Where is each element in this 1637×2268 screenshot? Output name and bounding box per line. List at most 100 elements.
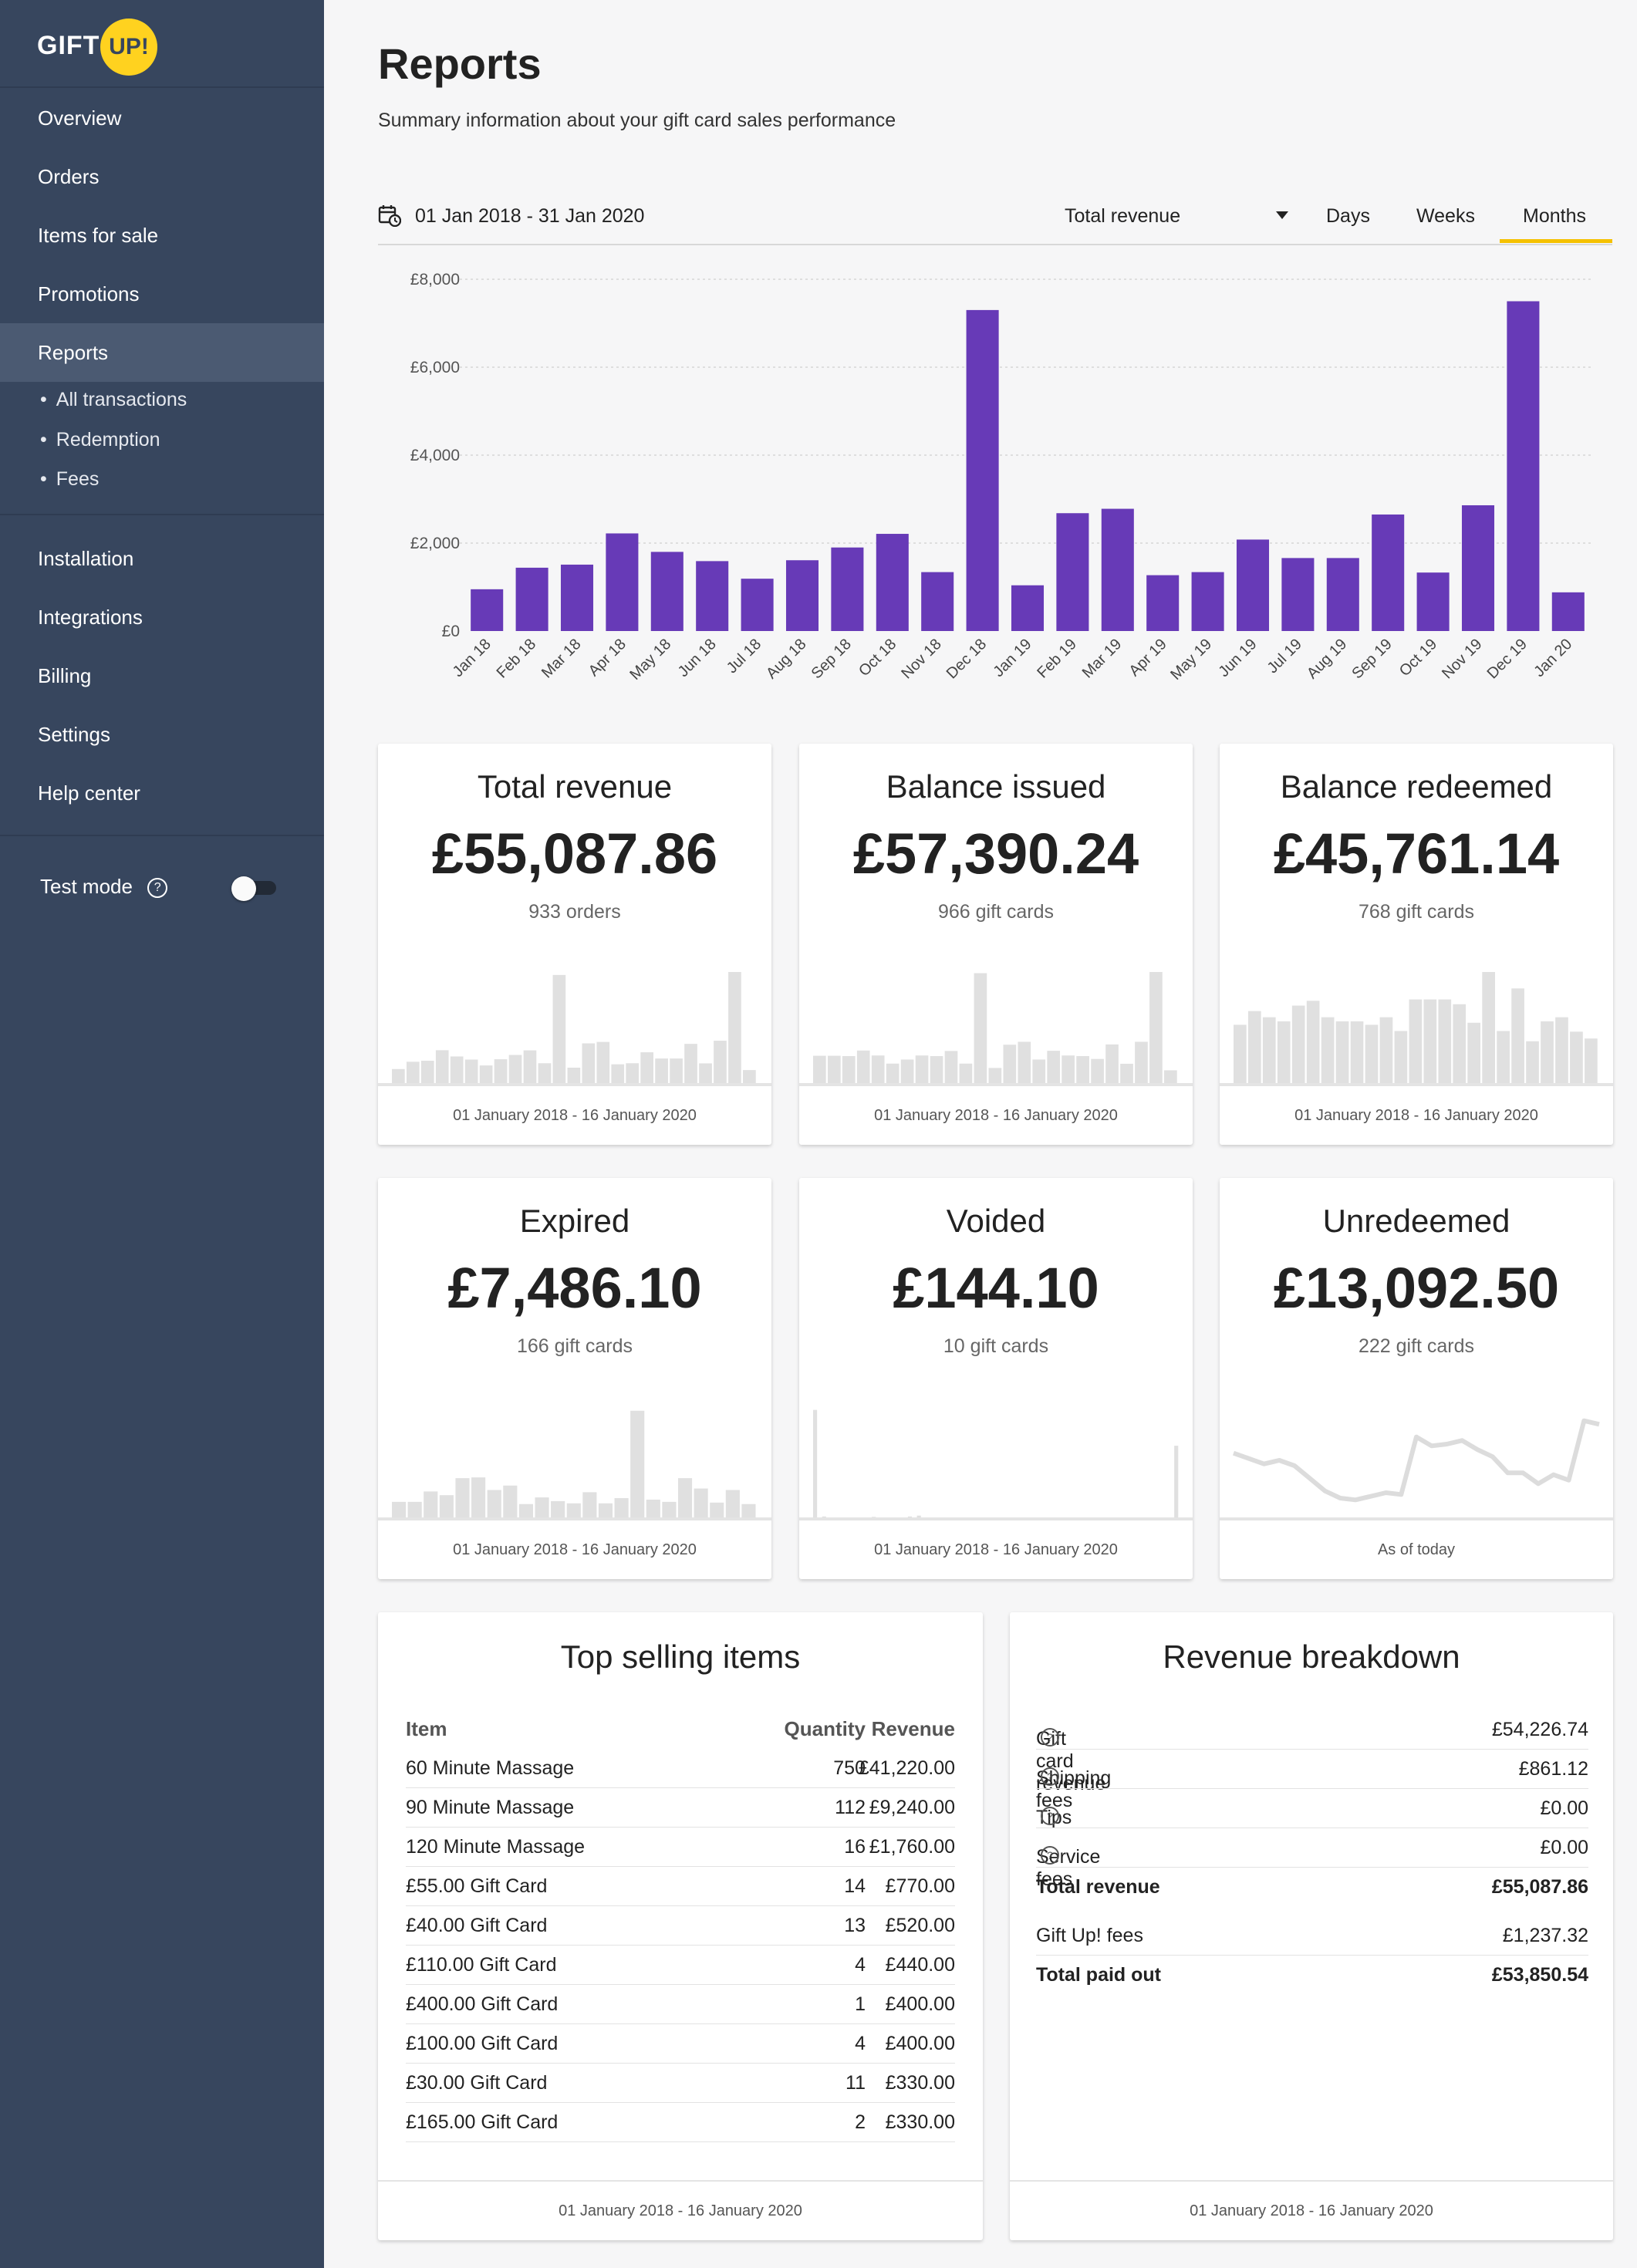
item-quantity: 13 xyxy=(844,1915,866,1936)
y-tick-label: £6,000 xyxy=(410,359,460,376)
sidebar-item-help-center[interactable]: Help center xyxy=(38,781,140,805)
y-tick-label: £8,000 xyxy=(410,271,460,289)
logo-text: GIFT xyxy=(37,31,100,60)
bar[interactable] xyxy=(966,309,999,631)
table-row[interactable]: £165.00 Gift Card 2 £330.00 xyxy=(406,2102,955,2142)
revenue-breakdown-card: Revenue breakdown Gift card revenue? £54… xyxy=(1010,1612,1613,2240)
bar[interactable] xyxy=(606,533,639,631)
bar[interactable] xyxy=(650,552,683,631)
table-row[interactable]: £55.00 Gift Card 14 £770.00 xyxy=(406,1866,955,1906)
sparkline-bar xyxy=(655,1058,668,1083)
table-row[interactable]: £100.00 Gift Card 4 £400.00 xyxy=(406,2023,955,2064)
item-name: £400.00 Gift Card xyxy=(406,1993,559,2015)
sparkline-bar xyxy=(856,1050,870,1083)
sidebar-item-reports[interactable]: Reports xyxy=(0,323,324,382)
sidebar-item-promotions[interactable]: Promotions xyxy=(38,282,140,305)
sidebar-item-settings[interactable]: Settings xyxy=(38,723,110,746)
table-row[interactable]: 90 Minute Massage 112 £9,240.00 xyxy=(406,1787,955,1828)
bar[interactable] xyxy=(1101,508,1134,631)
calendar-clock-icon[interactable] xyxy=(378,204,401,227)
date-range-picker[interactable]: 01 Jan 2018 - 31 Jan 2020 xyxy=(415,205,645,227)
tab-days[interactable]: Days xyxy=(1326,205,1370,227)
sparkline-bar xyxy=(508,1055,522,1083)
tab-months[interactable]: Months xyxy=(1523,205,1586,227)
table-row[interactable]: 60 Minute Massage 750 £41,220.00 xyxy=(406,1748,955,1788)
sparkline-bar xyxy=(523,1050,537,1083)
sparkline-bar xyxy=(1247,1011,1261,1083)
sidebar-subitem-fees[interactable]: Fees xyxy=(40,468,100,491)
card-value: £7,486.10 xyxy=(447,1256,702,1320)
x-tick-label: May 18 xyxy=(626,636,674,683)
sparkline-bar xyxy=(640,1052,654,1083)
help-icon[interactable]: ? xyxy=(1041,1728,1059,1747)
metric-dropdown[interactable]: Total revenue xyxy=(1065,205,1288,228)
stat-card-voided[interactable]: Voided £144.10 10 gift cards 01 January 201… xyxy=(799,1178,1193,1579)
help-icon[interactable]: ? xyxy=(1041,1807,1059,1825)
bar[interactable] xyxy=(1056,513,1089,631)
table-row[interactable]: £400.00 Gift Card 1 £400.00 xyxy=(406,1984,955,2024)
sparkline-bar xyxy=(1032,1059,1046,1083)
sparkline-bar xyxy=(827,1055,841,1083)
help-icon[interactable]: ? xyxy=(1041,1767,1059,1786)
bar[interactable] xyxy=(1236,539,1270,631)
bar[interactable] xyxy=(831,547,864,631)
stat-card-expired[interactable]: Expired £7,486.10 166 gift cards 01 January… xyxy=(378,1178,771,1579)
bar[interactable] xyxy=(1191,572,1224,631)
item-name: 90 Minute Massage xyxy=(406,1797,575,1818)
sparkline-bar xyxy=(424,1491,438,1517)
sparkline-bar xyxy=(479,1065,493,1083)
stat-card-balance-issued[interactable]: Balance issued £57,390.24 966 gift cards 01… xyxy=(799,744,1193,1145)
table-row[interactable]: £40.00 Gift Card 13 £520.00 xyxy=(406,1905,955,1946)
bar[interactable] xyxy=(1507,301,1540,632)
table-row[interactable]: £110.00 Gift Card 4 £440.00 xyxy=(406,1945,955,1985)
bar[interactable] xyxy=(1372,514,1405,631)
sidebar-item-installation[interactable]: Installation xyxy=(38,547,134,570)
sidebar-item-integrations[interactable]: Integrations xyxy=(38,606,143,629)
bar[interactable] xyxy=(1281,558,1315,631)
bar[interactable] xyxy=(1551,592,1585,631)
stat-card-total-revenue[interactable]: Total revenue £55,087.86 933 orders 01 Janu… xyxy=(378,744,771,1145)
table-row[interactable]: £30.00 Gift Card 11 £330.00 xyxy=(406,2063,955,2103)
item-revenue: £330.00 xyxy=(885,2111,955,2133)
bar[interactable] xyxy=(921,572,954,631)
x-tick-label: Nov 18 xyxy=(898,636,944,682)
sparkline-bar xyxy=(1453,1004,1467,1083)
sidebar-item-billing[interactable]: Billing xyxy=(38,664,92,687)
stat-card-balance-redeemed[interactable]: Balance redeemed £45,761.14 768 gift cards… xyxy=(1220,744,1613,1145)
sparkline-bar xyxy=(1062,1055,1075,1083)
sidebar-subitem-redemption[interactable]: Redemption xyxy=(40,429,160,451)
bar[interactable] xyxy=(471,589,504,631)
help-icon[interactable]: ? xyxy=(1041,1846,1059,1865)
sparkline-bar xyxy=(1076,1055,1089,1083)
bar[interactable] xyxy=(741,579,774,631)
sidebar-subitem-all-transactions[interactable]: All transactions xyxy=(40,389,187,411)
card-footer-date: As of today xyxy=(1220,1519,1613,1579)
item-quantity: 750 xyxy=(833,1757,866,1779)
sparkline-bar xyxy=(1047,1051,1061,1083)
bar[interactable] xyxy=(1326,558,1359,631)
stat-card-unredeemed[interactable]: Unredeemed £13,092.50 222 gift cards As of … xyxy=(1220,1178,1613,1579)
bar[interactable] xyxy=(560,564,594,631)
card-title: Voided xyxy=(946,1203,1046,1239)
test-mode-toggle[interactable] xyxy=(231,876,278,901)
bar[interactable] xyxy=(1461,505,1495,631)
help-icon[interactable]: ? xyxy=(147,878,168,899)
bar[interactable] xyxy=(696,561,729,631)
sidebar-item-orders[interactable]: Orders xyxy=(38,165,100,188)
bar[interactable] xyxy=(1011,585,1045,631)
sidebar-item-overview[interactable]: Overview xyxy=(38,106,122,130)
bar[interactable] xyxy=(1416,572,1450,631)
sparkline-bar xyxy=(1365,1024,1379,1083)
bar[interactable] xyxy=(876,534,909,631)
bar[interactable] xyxy=(515,567,548,631)
tab-weeks[interactable]: Weeks xyxy=(1416,205,1475,227)
sparkline-bar xyxy=(535,1497,549,1517)
sparkline-bar xyxy=(596,1041,610,1083)
sparkline-bar xyxy=(518,1504,534,1517)
sidebar-item-items-for-sale[interactable]: Items for sale xyxy=(38,224,159,247)
bar[interactable] xyxy=(785,560,819,631)
bar[interactable] xyxy=(1146,575,1180,631)
table-row[interactable]: 120 Minute Massage 16 £1,760.00 xyxy=(406,1827,955,1867)
y-tick-label: £2,000 xyxy=(410,535,460,552)
